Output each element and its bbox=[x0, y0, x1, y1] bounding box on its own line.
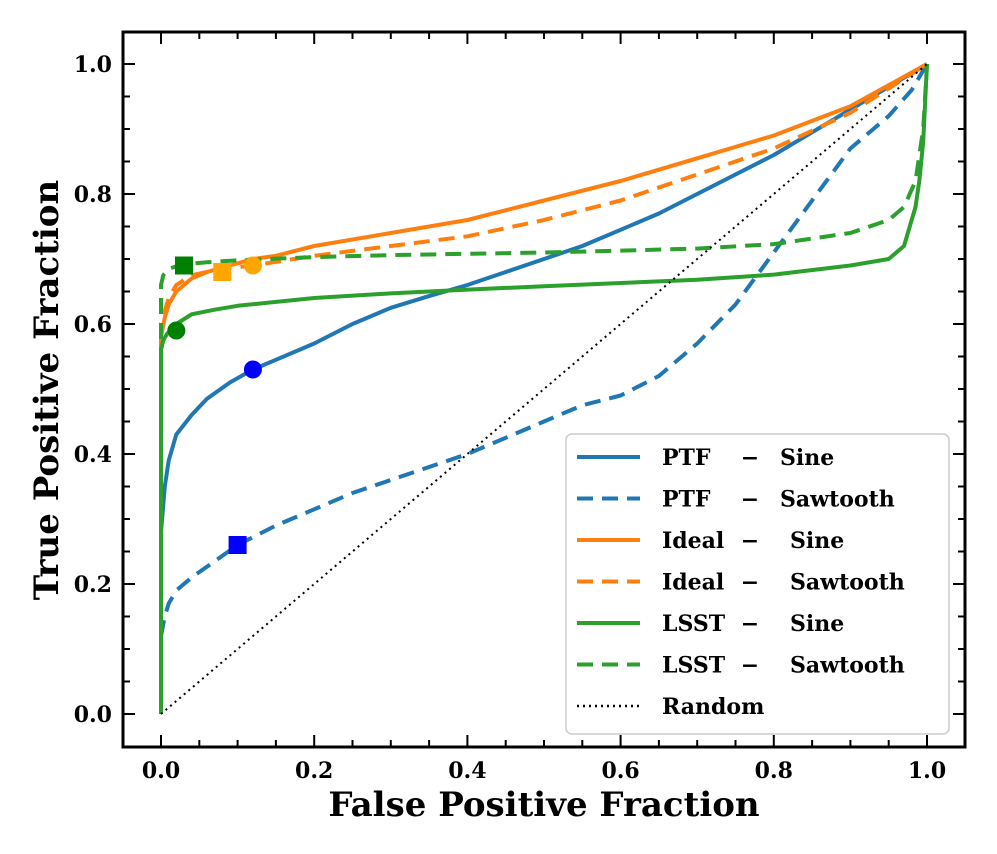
legend-label-separator: − bbox=[741, 611, 759, 637]
legend-label-separator: − bbox=[741, 445, 759, 471]
series-line-ideal-sawtooth bbox=[159, 62, 929, 714]
y-tick-label: 0.4 bbox=[74, 442, 112, 468]
x-tick-label: 0.8 bbox=[755, 758, 793, 784]
marker-layer bbox=[167, 256, 262, 554]
marker-circle-4 bbox=[167, 321, 186, 340]
marker-square-1 bbox=[228, 536, 247, 554]
series-line-ptf-sawtooth bbox=[159, 62, 929, 637]
x-tick-label: 0.4 bbox=[448, 758, 486, 784]
marker-circle-0 bbox=[243, 360, 262, 379]
x-axis-label: False Positive Fraction bbox=[328, 785, 759, 825]
x-tick-label: 0.0 bbox=[142, 758, 180, 784]
legend-label-name: Ideal bbox=[662, 570, 724, 596]
series-line-lsst-sawtooth bbox=[159, 63, 929, 714]
legend-label-separator: − bbox=[741, 528, 759, 554]
legend-label-variant: Sine bbox=[790, 611, 844, 637]
legend-label-name: LSST bbox=[662, 653, 726, 679]
y-axis-label: True Positive Fraction bbox=[27, 180, 67, 600]
x-tick-label: 0.2 bbox=[295, 758, 333, 784]
x-tick-label: 0.6 bbox=[601, 758, 639, 784]
y-tick-label: 0.6 bbox=[74, 312, 112, 338]
marker-square-3 bbox=[213, 263, 232, 281]
legend-label-variant: Sawtooth bbox=[790, 653, 905, 679]
legend-label-separator: − bbox=[741, 570, 759, 596]
legend-label-variant: Sine bbox=[780, 445, 834, 471]
y-tick-label: 0.0 bbox=[74, 702, 112, 728]
x-tick-label: 1.0 bbox=[908, 758, 946, 784]
y-tick-label: 0.8 bbox=[74, 182, 112, 208]
legend-label-name: Random bbox=[662, 694, 764, 720]
legend-box bbox=[565, 433, 950, 735]
marker-circle-2 bbox=[243, 256, 262, 275]
marker-square-5 bbox=[174, 256, 193, 275]
plot-frame bbox=[121, 30, 967, 749]
legend-label-name: PTF bbox=[662, 445, 711, 471]
legend-label-name: PTF bbox=[662, 487, 711, 513]
legend-label-variant: Sine bbox=[790, 528, 844, 554]
legend-label-name: Ideal bbox=[662, 528, 724, 554]
legend-label-separator: − bbox=[741, 653, 759, 679]
legend-label-variant: Sawtooth bbox=[790, 570, 905, 596]
legend-label-variant: Sawtooth bbox=[780, 487, 895, 513]
legend-label-separator: − bbox=[741, 487, 759, 513]
y-tick-label: 0.2 bbox=[74, 572, 112, 598]
legend-label-name: LSST bbox=[662, 611, 726, 637]
y-tick-label: 1.0 bbox=[74, 52, 112, 78]
series-line-ptf-sine bbox=[159, 62, 929, 714]
